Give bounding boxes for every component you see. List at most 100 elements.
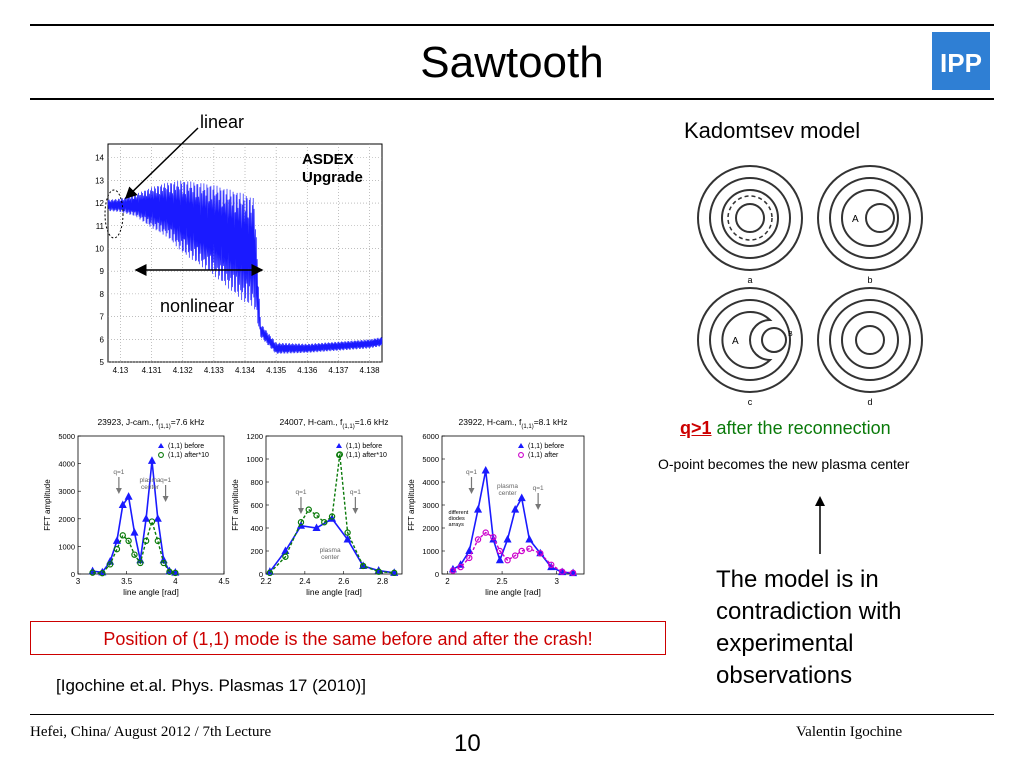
fft-legend-before-marker: [158, 443, 164, 448]
fft-after-point: [375, 568, 382, 575]
fft-title-rest: =1.6 kHz: [355, 417, 389, 427]
fft1-q1-left-head: [115, 488, 122, 494]
fft-after-point: [266, 569, 274, 577]
nonlinear-label: nonlinear: [160, 296, 235, 316]
fft-after-point: [328, 513, 336, 520]
ipp-logo: IPP: [932, 32, 990, 90]
citation: [Igochine et.al. Phys. Plasmas 17 (2010)…: [56, 676, 366, 695]
fft-before-point: [517, 493, 526, 502]
fft-after-point: [160, 559, 167, 567]
panel-label-a: a: [747, 275, 752, 285]
fft2-q1-right: q=1: [350, 489, 361, 496]
fft-legend-before-marker: [518, 443, 524, 448]
fft-after-point: [537, 550, 544, 557]
fft3-plasma-center: plasma center: [497, 483, 518, 497]
fft-after-point: [113, 545, 121, 553]
fft-y-tick: 400: [250, 524, 263, 533]
trace-x-tick: 4.135: [266, 366, 287, 375]
fft-title-sub: (1,1): [342, 424, 354, 430]
sawtooth-trace-line: [107, 180, 383, 355]
fft-y-tick: 1200: [246, 432, 263, 441]
fft-after-point: [474, 536, 482, 543]
fft-legend-after-marker: [518, 452, 524, 458]
fft3-plasma-center-line: center: [498, 490, 517, 497]
fft-xlabel: line angle [rad]: [306, 587, 362, 597]
fft-y-tick: 0: [259, 570, 263, 579]
q-key: q>1: [680, 418, 712, 438]
trace-y-tick: 6: [100, 335, 105, 344]
fft-after-point: [148, 518, 156, 525]
fft-before-point: [525, 534, 534, 543]
trace-y-tick: 8: [100, 290, 105, 299]
fft-after-point: [154, 537, 162, 545]
fft-after-point: [548, 561, 555, 568]
kadomtsev-title: Kadomtsev model: [684, 118, 861, 143]
panel-label-b: b: [867, 275, 872, 285]
fft-y-tick: 800: [250, 478, 263, 487]
fft-x-tick: 2.4: [299, 577, 311, 586]
fft-legend-after: (1,1) after*10: [168, 452, 209, 459]
fft3-diodes-note: different diodes arrays: [449, 510, 469, 528]
opoint-text: O-point becomes the new plasma center: [658, 456, 910, 472]
fft-plot-1: 23923, J-cam., f(1,1)=7.6 kHz 3 3.5 4 4.5 0 10…: [43, 417, 230, 597]
fft-after-line: [92, 519, 176, 574]
fft-y-tick: 6000: [422, 432, 439, 441]
trace-x-tick: 4.134: [235, 366, 256, 375]
fft-after-point: [297, 519, 305, 526]
fft-before-point: [511, 505, 520, 513]
fft-x-tick: 4.5: [218, 577, 230, 586]
fft-x-tick: 2.2: [260, 577, 272, 586]
up-arrow: [815, 496, 825, 554]
fft-y-tick: 4000: [58, 460, 75, 469]
fft-x-tick: 2: [445, 577, 450, 586]
fft-title-sub: (1,1): [158, 424, 170, 430]
panel-label-d: d: [867, 397, 872, 407]
fft-before-point: [130, 528, 139, 536]
logo-text: IPP: [940, 48, 982, 78]
fft2-plasma-center: plasma center: [320, 547, 341, 561]
trace-x-tick: 4.137: [328, 366, 349, 375]
fft-after-point: [482, 529, 489, 536]
asdex-line2: Upgrade: [302, 169, 363, 186]
fft3-q1-left: q=1: [466, 469, 477, 476]
fft-title: 24007, H-cam., f(1,1)=1.6 kHz: [280, 417, 389, 430]
footer-rule: [30, 714, 994, 715]
fft2-q1-left-head: [297, 508, 304, 514]
fft-legend-before: (1,1) before: [528, 443, 564, 450]
fft-after-point: [119, 532, 126, 539]
fft-legend-before: (1,1) before: [168, 443, 204, 450]
fft-ylabel: FFT amplitude: [43, 479, 52, 531]
fft-after-point: [142, 537, 150, 545]
trace-y-tick: 7: [100, 313, 105, 322]
fft-legend-before-marker: [336, 443, 342, 448]
fft-before-point: [142, 514, 151, 522]
trace-x-tick: 4.13: [113, 366, 129, 375]
fft1-plasma-center: plasma center: [140, 477, 161, 491]
fft-after-point: [344, 529, 351, 536]
fft-y-tick: 4000: [422, 478, 439, 487]
panel-label-c: c: [748, 397, 753, 407]
title-underline: [30, 98, 994, 100]
fft-title-rest: =8.1 kHz: [534, 417, 568, 427]
fft-legend-after-marker: [336, 452, 342, 458]
fft-y-tick: 1000: [422, 547, 439, 556]
trace-y-tick: 14: [95, 154, 104, 163]
linear-label: linear: [200, 112, 245, 132]
linear-arrow: [124, 127, 199, 200]
fft-after-point: [131, 551, 138, 558]
trace-x-tick: 4.132: [173, 366, 194, 375]
fft3-q1-left-head: [468, 488, 475, 494]
fft-before-point: [343, 534, 352, 543]
fft-ylabel: FFT amplitude: [407, 479, 416, 531]
fft-after-point: [569, 569, 577, 577]
fft-before-point: [312, 523, 321, 531]
fft2-plasma-center-line: center: [321, 554, 340, 561]
fft-legend-before: (1,1) before: [346, 443, 382, 450]
fft-after-point: [106, 561, 114, 568]
fft-after-point: [321, 519, 328, 526]
trace-y-tick: 13: [95, 176, 104, 185]
fft-y-tick: 0: [71, 570, 75, 579]
panel-c-mark-a: A: [732, 336, 739, 347]
fft-after-point: [504, 556, 511, 564]
fft-plot-2: 24007, H-cam., f(1,1)=1.6 kHz 2.2 2.4 2.6 2.…: [231, 417, 403, 597]
